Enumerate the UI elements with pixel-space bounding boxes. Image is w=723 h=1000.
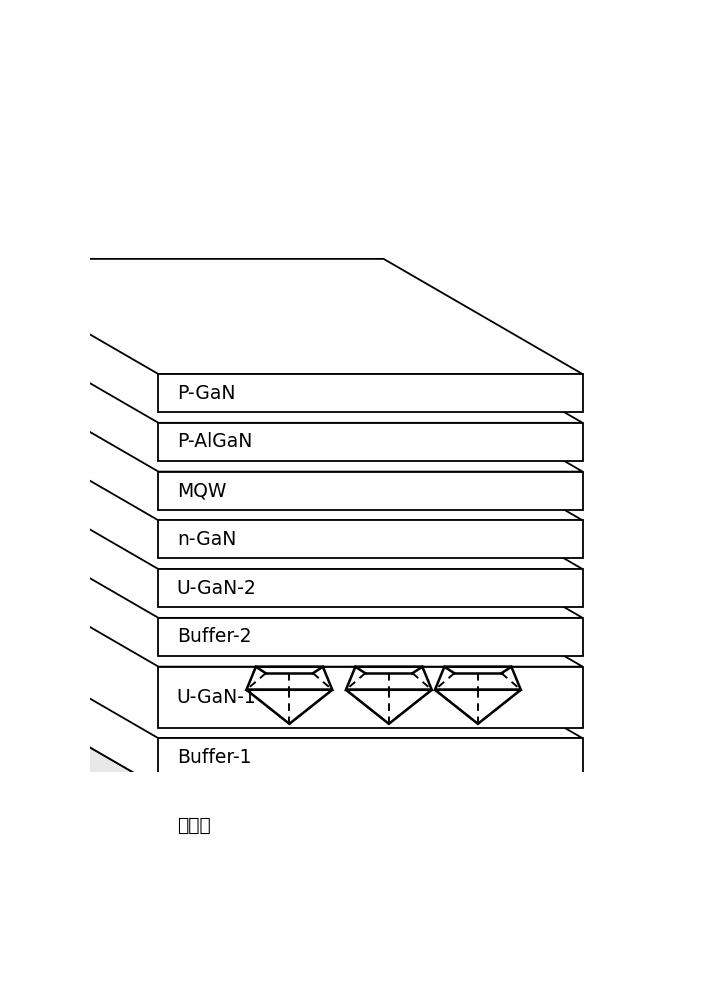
- Polygon shape: [158, 423, 583, 461]
- Polygon shape: [0, 405, 583, 520]
- Polygon shape: [346, 690, 432, 724]
- Polygon shape: [0, 454, 583, 569]
- Polygon shape: [435, 690, 521, 724]
- Polygon shape: [0, 259, 583, 374]
- Polygon shape: [435, 667, 521, 690]
- Polygon shape: [247, 667, 333, 690]
- Polygon shape: [0, 551, 158, 728]
- Text: Buffer-1: Buffer-1: [177, 748, 252, 767]
- Polygon shape: [247, 690, 333, 724]
- Polygon shape: [0, 672, 583, 787]
- Polygon shape: [158, 374, 583, 412]
- Polygon shape: [0, 356, 158, 510]
- Polygon shape: [158, 667, 583, 728]
- Polygon shape: [158, 618, 583, 656]
- Polygon shape: [158, 738, 583, 776]
- Polygon shape: [0, 356, 583, 472]
- Text: Buffer-2: Buffer-2: [177, 627, 252, 646]
- Polygon shape: [158, 569, 583, 607]
- Polygon shape: [0, 672, 158, 863]
- Polygon shape: [0, 623, 158, 776]
- Text: U-GaN-2: U-GaN-2: [177, 579, 257, 598]
- Polygon shape: [158, 472, 583, 510]
- Text: P-AlGaN: P-AlGaN: [177, 432, 252, 451]
- Text: U-GaN-1: U-GaN-1: [177, 688, 257, 707]
- Polygon shape: [158, 520, 583, 558]
- Polygon shape: [0, 308, 158, 461]
- Polygon shape: [0, 308, 583, 423]
- Polygon shape: [0, 454, 158, 607]
- Polygon shape: [0, 503, 583, 618]
- Polygon shape: [0, 503, 158, 656]
- Text: P-GaN: P-GaN: [177, 384, 235, 403]
- Text: n-GaN: n-GaN: [177, 530, 236, 549]
- Polygon shape: [0, 259, 158, 412]
- Polygon shape: [346, 667, 432, 690]
- Polygon shape: [0, 405, 158, 558]
- Text: 蓝宝石: 蓝宝石: [177, 816, 210, 835]
- Polygon shape: [0, 623, 583, 738]
- Text: MQW: MQW: [177, 481, 226, 500]
- Polygon shape: [158, 787, 583, 863]
- Polygon shape: [0, 551, 583, 667]
